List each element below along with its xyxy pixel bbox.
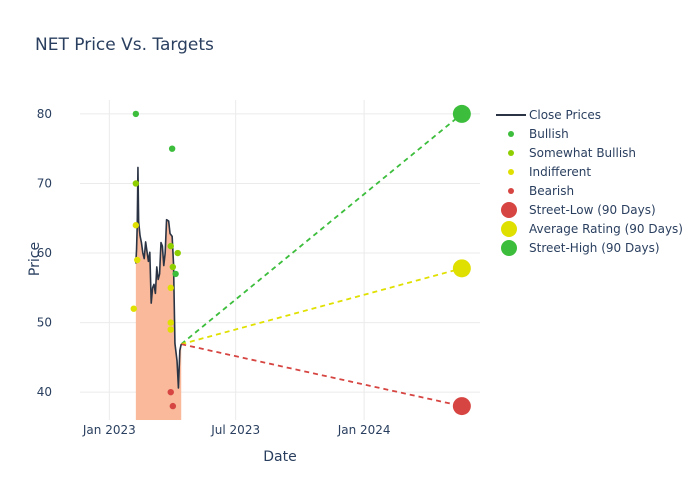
x-tick-label: Jul 2023 [210,423,260,437]
legend-label: Street-Low (90 Days) [529,203,656,217]
indifferent-rating-point [167,319,174,326]
indifferent-rating-point [132,222,140,229]
legend-label: Average Rating (90 Days) [529,222,683,236]
bearish-rating-point [167,388,174,396]
somewhat-bullish-rating-point [174,249,181,257]
bearish-rating-point [169,402,177,410]
x-axis-title: Date [263,449,296,465]
legend-dot-swatch [508,150,514,156]
legend-dot-swatch [508,169,514,175]
legend-item-bearish: Bearish [508,184,574,198]
legend-item-close: Close Prices [496,108,601,122]
y-tick-label: 80 [37,107,52,121]
y-axis-title: Price [27,242,43,276]
legend-label: Indifferent [529,165,591,179]
legend-label: Bullish [529,127,569,141]
y-tick-label: 40 [37,385,52,399]
close-price-line [135,166,183,389]
x-axis-ticks: Jan 2023 Jul 2023 Jan 2024 [82,423,391,437]
legend-item-bullish: Bullish [508,127,569,141]
street-low-marker [452,397,471,416]
x-tick-label: Jan 2024 [337,423,391,437]
plot-area: Jan 2023 Jul 2023 Jan 2024 40 50 60 70 80 [37,100,480,437]
legend-label: Close Prices [529,108,601,122]
legend-item-average: Average Rating (90 Days) [501,221,683,237]
street-high-marker [452,104,471,123]
somewhat-bullish-rating-point [169,263,177,271]
series-layer [130,104,471,420]
legend-label: Street-High (90 Days) [529,241,660,255]
indifferent-rating-point [134,256,141,264]
indifferent-rating-point [167,326,174,333]
indifferent-rating-point [130,305,137,312]
y-axis-ticks: 40 50 60 70 80 [37,107,52,399]
street-low-target-line [181,343,463,407]
legend-label: Somewhat Bullish [529,146,636,160]
bullish-rating-point [132,110,140,118]
y-tick-label: 50 [37,316,52,330]
close-price-area [135,167,182,420]
legend-item-street-low: Street-Low (90 Days) [501,202,656,218]
x-tick-label: Jan 2023 [82,423,136,437]
street-high-target-line [180,113,463,345]
y-tick-label: 60 [37,246,52,260]
chart-title: NET Price Vs. Targets [35,35,214,55]
bullish-rating-point [172,270,179,278]
legend-item-indifferent: Indifferent [508,165,591,179]
legend-marker-swatch [501,221,517,237]
somewhat-bullish-rating-point [167,242,174,250]
average-rating-marker [452,259,471,278]
legend-label: Bearish [529,184,574,198]
legend-item-street-high: Street-High (90 Days) [501,240,660,256]
legend-dot-swatch [508,131,514,137]
legend-marker-swatch [501,240,517,256]
y-tick-label: 70 [37,176,52,190]
legend-dot-swatch [508,188,514,194]
legend-marker-swatch [501,202,517,218]
somewhat-bullish-rating-point [132,180,140,187]
legend: Close Prices Bullish Somewhat Bullish Indif… [496,108,683,256]
bullish-rating-point [168,145,176,152]
legend-item-somewhat-bullish: Somewhat Bullish [508,146,636,160]
average-target-line [180,267,463,346]
indifferent-rating-point [167,284,174,292]
